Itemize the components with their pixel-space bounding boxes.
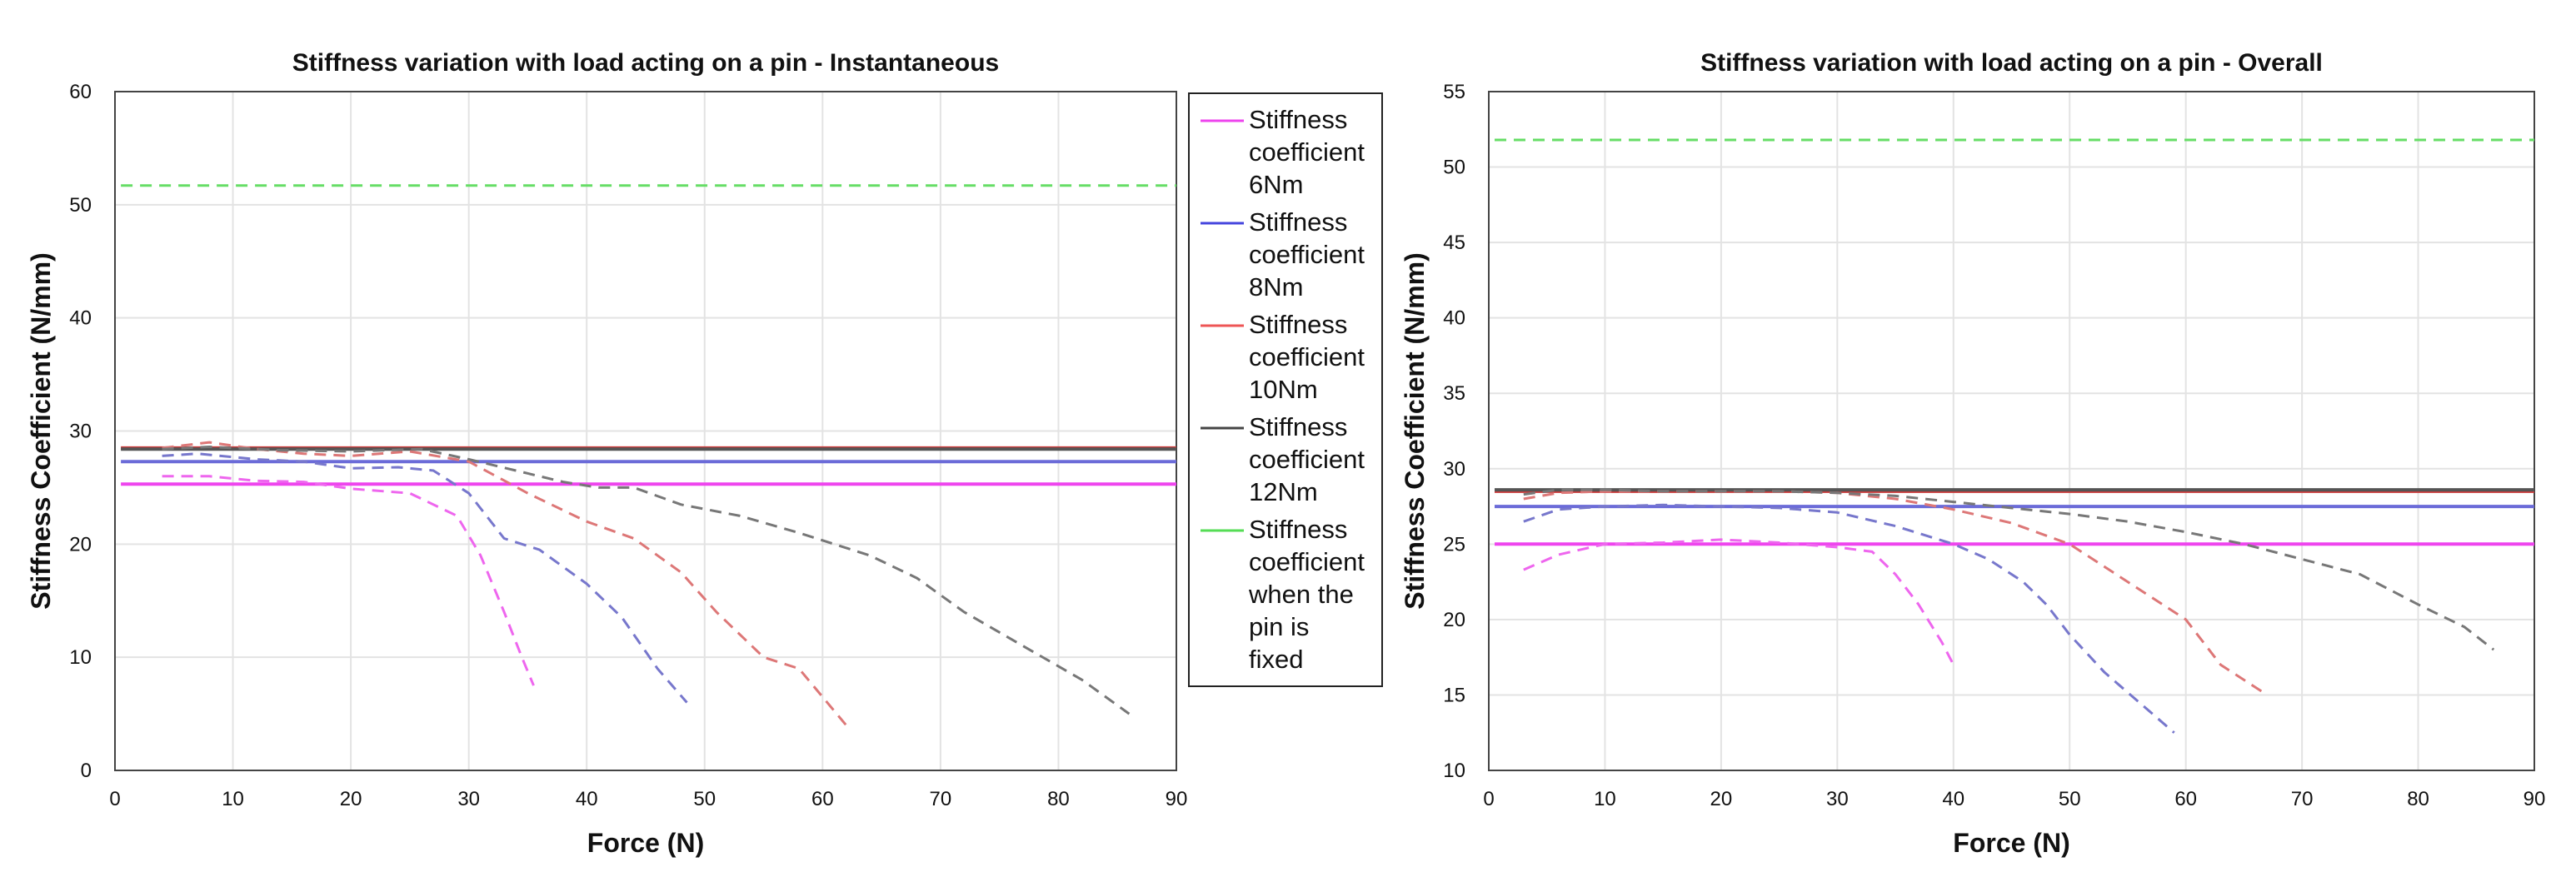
y-tick-label: 15 [1443, 684, 1465, 706]
series-line [162, 475, 535, 686]
series-line [1523, 538, 1955, 665]
legend-label: Stiffness coefficient 6Nm [1249, 105, 1365, 199]
series-line [162, 452, 688, 704]
plot-frame [114, 91, 1177, 771]
series-line [1523, 488, 2495, 651]
legend-item: Stiffness coefficient 10Nm [1201, 310, 1365, 404]
x-tick-label: 50 [693, 788, 716, 810]
x-tick-label: 70 [2291, 788, 2314, 810]
y-tick-label: 20 [69, 533, 92, 556]
y-tick-label: 40 [1443, 307, 1465, 330]
x-tick-label: 80 [1047, 788, 1070, 810]
x-tick-label: 0 [1483, 788, 1494, 810]
chart-title: Stiffness variation with load acting on … [1700, 49, 2323, 77]
x-tick-label: 60 [2174, 788, 2197, 810]
y-tick-label: 25 [1443, 533, 1465, 556]
x-tick-label: 10 [1594, 788, 1616, 810]
x-tick-label: 20 [340, 788, 362, 810]
legend-label: Stiffness coefficient 12Nm [1249, 412, 1365, 506]
y-axis-label: Stiffness Coefficient (N/mm) [1400, 252, 1430, 609]
y-tick-label: 10 [69, 646, 92, 669]
legend-item: Stiffness coefficient when the pin is fixed [1201, 515, 1365, 674]
x-tick-label: 90 [2524, 788, 2546, 810]
chart-title: Stiffness variation with load acting on … [292, 49, 999, 77]
x-tick-label: 70 [930, 788, 952, 810]
y-tick-label: 50 [1443, 157, 1465, 179]
plot-frame [1488, 91, 2535, 771]
legend-item: Stiffness coefficient 8Nm [1201, 207, 1365, 301]
y-tick-label: 50 [69, 194, 92, 217]
x-tick-label: 0 [109, 788, 120, 810]
chart-panel-2: 0 10 20 30 40 50 60 70 80 90 10 15 20 25 30 35 40 45 50 55 S… [1400, 49, 2545, 858]
series-line [162, 446, 1131, 715]
x-tick-label: 40 [576, 788, 598, 810]
x-tick-label: 80 [2407, 788, 2429, 810]
y-tick-label: 45 [1443, 232, 1465, 254]
x-tick-label: 30 [457, 788, 480, 810]
legend-box [1188, 92, 1383, 687]
y-tick-label: 35 [1443, 382, 1465, 405]
y-tick-label: 0 [81, 760, 92, 782]
chart-panel-1: 0 10 20 30 40 50 60 70 80 90 0 10 20 30 40 50 60 Stiffnes… [26, 49, 1187, 858]
y-tick-label: 60 [69, 81, 92, 103]
y-axis-label: Stiffness Coefficient (N/mm) [26, 252, 56, 609]
x-tick-label: 20 [1710, 788, 1733, 810]
legend-item: Stiffness coefficient 12Nm [1201, 412, 1365, 506]
x-axis-label: Force (N) [1953, 828, 2069, 858]
x-tick-label: 50 [2059, 788, 2081, 810]
x-tick-label: 10 [222, 788, 244, 810]
legend-label: Stiffness coefficient 8Nm [1249, 207, 1365, 301]
series-line [1523, 503, 2175, 734]
y-tick-label: 40 [69, 307, 92, 330]
y-tick-label: 10 [1443, 760, 1465, 782]
x-tick-label: 40 [1942, 788, 1964, 810]
y-tick-label: 30 [1443, 458, 1465, 481]
x-tick-label: 60 [811, 788, 834, 810]
series-line [1523, 490, 2269, 696]
x-tick-label: 90 [1166, 788, 1188, 810]
legend-label: Stiffness coefficient 10Nm [1249, 310, 1365, 404]
legend-item: Stiffness coefficient 6Nm [1201, 105, 1365, 199]
y-tick-label: 20 [1443, 609, 1465, 631]
x-tick-label: 30 [1826, 788, 1849, 810]
legend-label: Stiffness coefficient when the pin is fixed [1248, 515, 1365, 674]
y-tick-label: 30 [69, 421, 92, 443]
y-tick-label: 55 [1443, 81, 1465, 103]
x-axis-label: Force (N) [587, 828, 704, 858]
